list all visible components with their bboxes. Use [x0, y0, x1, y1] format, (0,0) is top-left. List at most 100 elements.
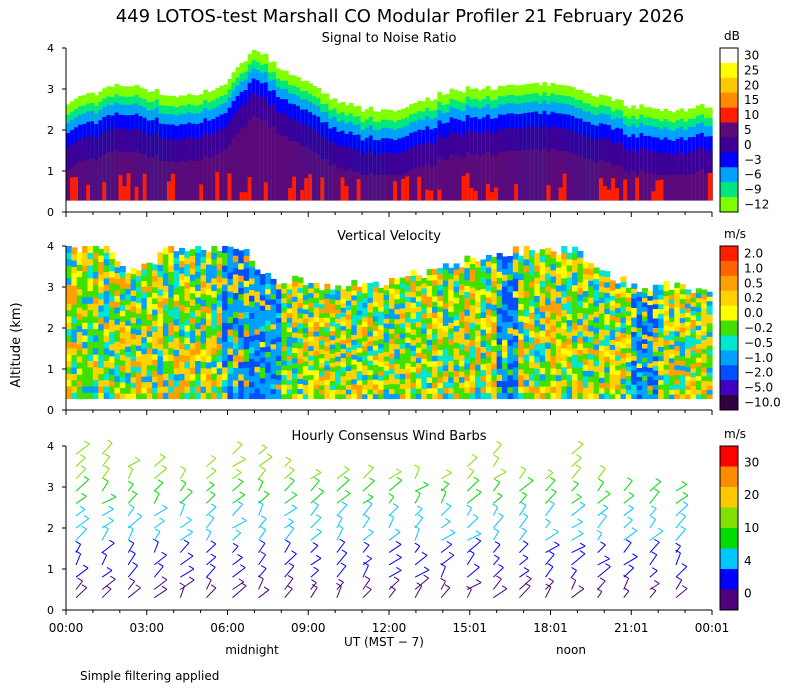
wind-barb	[336, 517, 343, 529]
colorbar-swatch	[720, 182, 738, 198]
wind-barb-flag	[288, 525, 295, 529]
wind-barb-flag	[475, 579, 482, 584]
wind-barb	[623, 507, 634, 517]
wind-barb	[675, 515, 687, 529]
wind-barb	[180, 519, 192, 529]
colorbar-label: 0.0	[744, 306, 763, 320]
y-tick-label: 4	[47, 240, 54, 253]
wind-barb	[519, 530, 527, 541]
wind-barb	[153, 554, 167, 566]
colorbar-swatch	[720, 77, 738, 94]
y-tick-label: 4	[47, 42, 54, 55]
wind-barb-flag	[183, 539, 190, 544]
wind-barb-flag	[471, 454, 478, 458]
colorbar-frame	[719, 245, 739, 411]
wind-barb-flag	[521, 491, 527, 496]
wind-barb-flag	[650, 515, 656, 520]
wind-barb	[336, 541, 346, 553]
wind-barb	[127, 507, 135, 516]
wind-barb-flag	[544, 518, 551, 523]
wind-barb-flag	[395, 468, 402, 473]
wind-barb	[75, 518, 90, 529]
wind-barb	[440, 505, 452, 517]
wind-barb	[310, 545, 319, 553]
wind-barb	[649, 590, 657, 599]
wind-barb-flag	[153, 538, 159, 543]
wind-barb-flag	[496, 440, 502, 445]
colorbar-label: −2.0	[744, 366, 773, 380]
wind-barb-flag	[130, 550, 136, 555]
wind-barb	[336, 552, 348, 566]
wind-barb	[101, 481, 109, 492]
wind-barb	[649, 519, 657, 529]
wind-barb	[414, 569, 430, 578]
wind-barb-flag	[188, 565, 195, 570]
wind-barb-flag	[315, 554, 322, 559]
wind-barb-flag	[161, 464, 167, 469]
panel-title: Signal to Noise Ratio	[322, 31, 457, 46]
wind-barb-flag	[261, 444, 268, 449]
wind-barb-flag	[682, 491, 689, 496]
wind-barb	[571, 580, 577, 590]
colorbar-label: −1.0	[744, 351, 773, 365]
wind-barb	[649, 508, 657, 517]
wind-barb-flag	[236, 441, 243, 445]
panel-2: Vertical Velocity 0 1 2 3 4 m/s 2.01.00.50.20.0…	[47, 227, 781, 417]
wind-barb	[127, 493, 138, 504]
wind-barb	[675, 566, 688, 578]
wind-barb	[519, 543, 529, 553]
wind-barb	[597, 507, 609, 517]
wind-barb-flag	[291, 504, 298, 509]
x-tick-label: 06:00	[210, 621, 245, 635]
wind-barb-flag	[526, 575, 532, 580]
wind-barb	[649, 554, 658, 566]
wind-barb	[545, 553, 555, 566]
colorbar-swatch	[720, 152, 738, 168]
colorbar-swatch	[720, 167, 738, 183]
wind-barb-flag	[396, 566, 402, 571]
wind-barb-flag	[159, 517, 165, 522]
wind-barb	[571, 545, 586, 554]
colorbar-label: −5.0	[744, 381, 773, 395]
wind-barb	[519, 469, 527, 480]
wind-barb-flag	[315, 468, 322, 473]
wind-barb-flag	[236, 469, 242, 473]
wind-barb-flag	[599, 577, 606, 582]
noon-label: noon	[556, 643, 586, 657]
wind-barb	[597, 544, 606, 553]
wind-barb	[336, 586, 342, 598]
colorbar-unit: dB	[724, 29, 740, 43]
wind-barb	[258, 456, 273, 467]
wind-barb-flag	[366, 555, 372, 560]
wind-barb-flag	[394, 528, 401, 533]
panel-3: Hourly Consensus Wind Barbs 0 1 2 3 4 m/s 30 20 1…	[47, 427, 759, 617]
wind-barb-flag	[260, 526, 266, 531]
wind-barb	[75, 443, 90, 455]
colorbar-swatch	[720, 48, 738, 64]
wind-barb-flag	[474, 563, 480, 568]
wind-barb	[492, 481, 501, 492]
wind-barb	[310, 531, 322, 541]
colorbar-swatch	[720, 589, 738, 611]
chart-title: 449 LOTOS-test Marshall CO Modular Profi…	[116, 6, 685, 27]
wind-barb	[388, 496, 395, 504]
wind-barb	[206, 517, 215, 529]
wind-barb	[284, 553, 297, 566]
wind-barb-flag	[527, 477, 534, 481]
colorbar-swatch	[720, 197, 738, 213]
wind-barb	[206, 470, 217, 480]
wind-barb-flag	[443, 480, 450, 485]
wind-barb-flag	[363, 541, 370, 546]
wind-barb-flag	[364, 514, 370, 519]
wind-barb	[310, 504, 319, 516]
wind-barb	[101, 508, 114, 517]
y-tick-label: 1	[47, 563, 54, 576]
wind-barb-flag	[545, 583, 552, 588]
wind-barb-flag	[313, 566, 319, 571]
wind-barb	[206, 494, 216, 504]
wind-barb-flag	[414, 542, 421, 547]
wind-barb-flag	[210, 584, 217, 589]
wind-barb-flag	[288, 562, 295, 567]
wind-barb-flag	[681, 481, 688, 485]
wind-barb	[101, 496, 117, 504]
